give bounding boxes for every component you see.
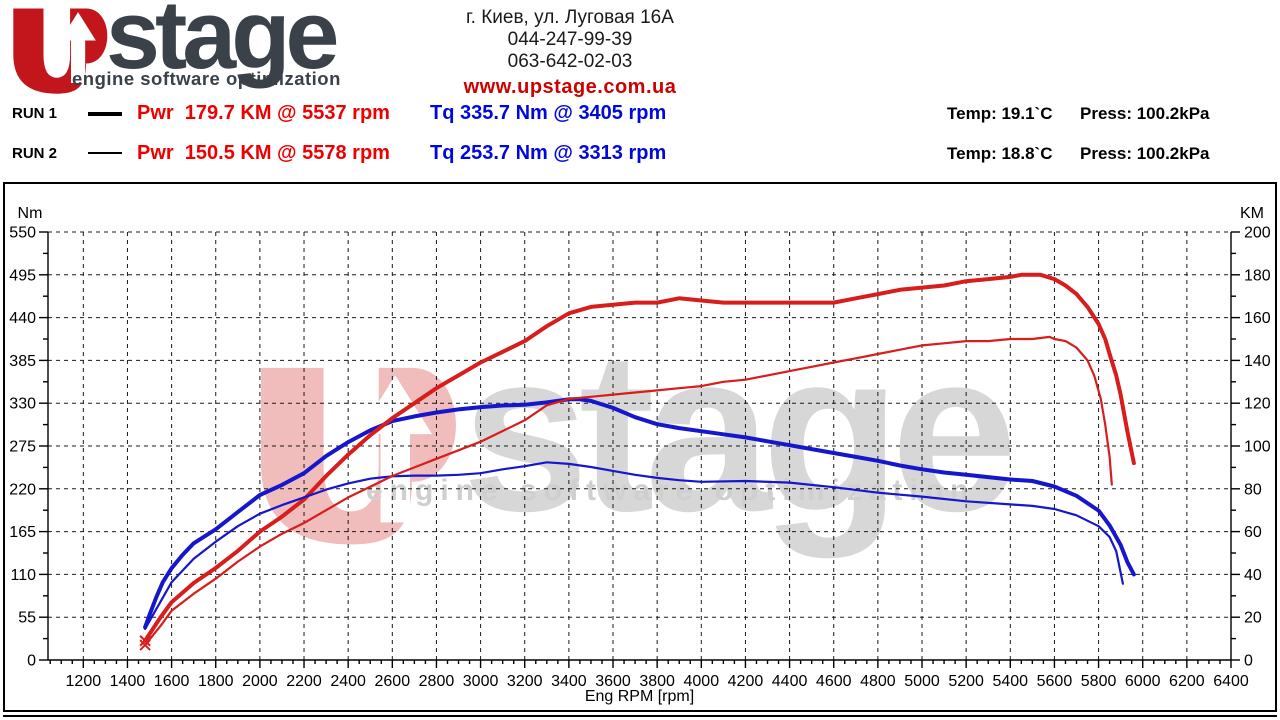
watermark-logo-up-arrow-icon <box>261 367 456 545</box>
watermark-brand-text: stage <box>462 305 1018 559</box>
run1-torque-readout: Tq 335.7 Nm @ 3405 rpm <box>430 102 667 124</box>
run1-legend-row: RUN 1 Pwr 179.7 KM @ 5537 rpm Tq 335.7 N… <box>0 102 1280 126</box>
run1-label: RUN 1 <box>12 105 58 122</box>
run2-label: RUN 2 <box>12 145 58 162</box>
run1-pressure: Press: 100.2kPa <box>1080 104 1210 123</box>
logo-up-arrow-icon <box>13 8 108 94</box>
watermark-tagline-text: engine software optimization <box>366 474 976 507</box>
contact-block: г. Киев, ул. Луговая 16А 044-247-99-39 0… <box>420 6 720 99</box>
run2-temperature: Temp: 18.8`C <box>947 144 1053 163</box>
website-link[interactable]: www.upstage.com.ua <box>463 76 677 98</box>
run2-legend-row: RUN 2 Pwr 150.5 KM @ 5578 rpm Tq 253.7 N… <box>0 142 1280 166</box>
run2-line-sample <box>88 152 122 154</box>
run1-temperature: Temp: 19.1`C <box>947 104 1053 123</box>
run1-line-sample <box>88 112 122 116</box>
report-header: stage engine software optimization г. Ки… <box>0 0 1280 180</box>
contact-phone-1: 044-247-99-39 <box>507 29 633 50</box>
logo-brand-text: stage <box>106 0 339 89</box>
logo-tagline-text: engine software optimization <box>72 68 341 89</box>
run2-pressure: Press: 100.2kPa <box>1080 144 1210 163</box>
run2-torque-readout: Tq 253.7 Nm @ 3313 rpm <box>430 142 667 164</box>
contact-phone-2: 063-642-02-03 <box>507 51 633 72</box>
run1-power-readout: Pwr 179.7 KM @ 5537 rpm <box>137 102 390 124</box>
contact-address: г. Киев, ул. Луговая 16А <box>466 7 674 28</box>
run2-power-readout: Pwr 150.5 KM @ 5578 rpm <box>137 142 390 164</box>
